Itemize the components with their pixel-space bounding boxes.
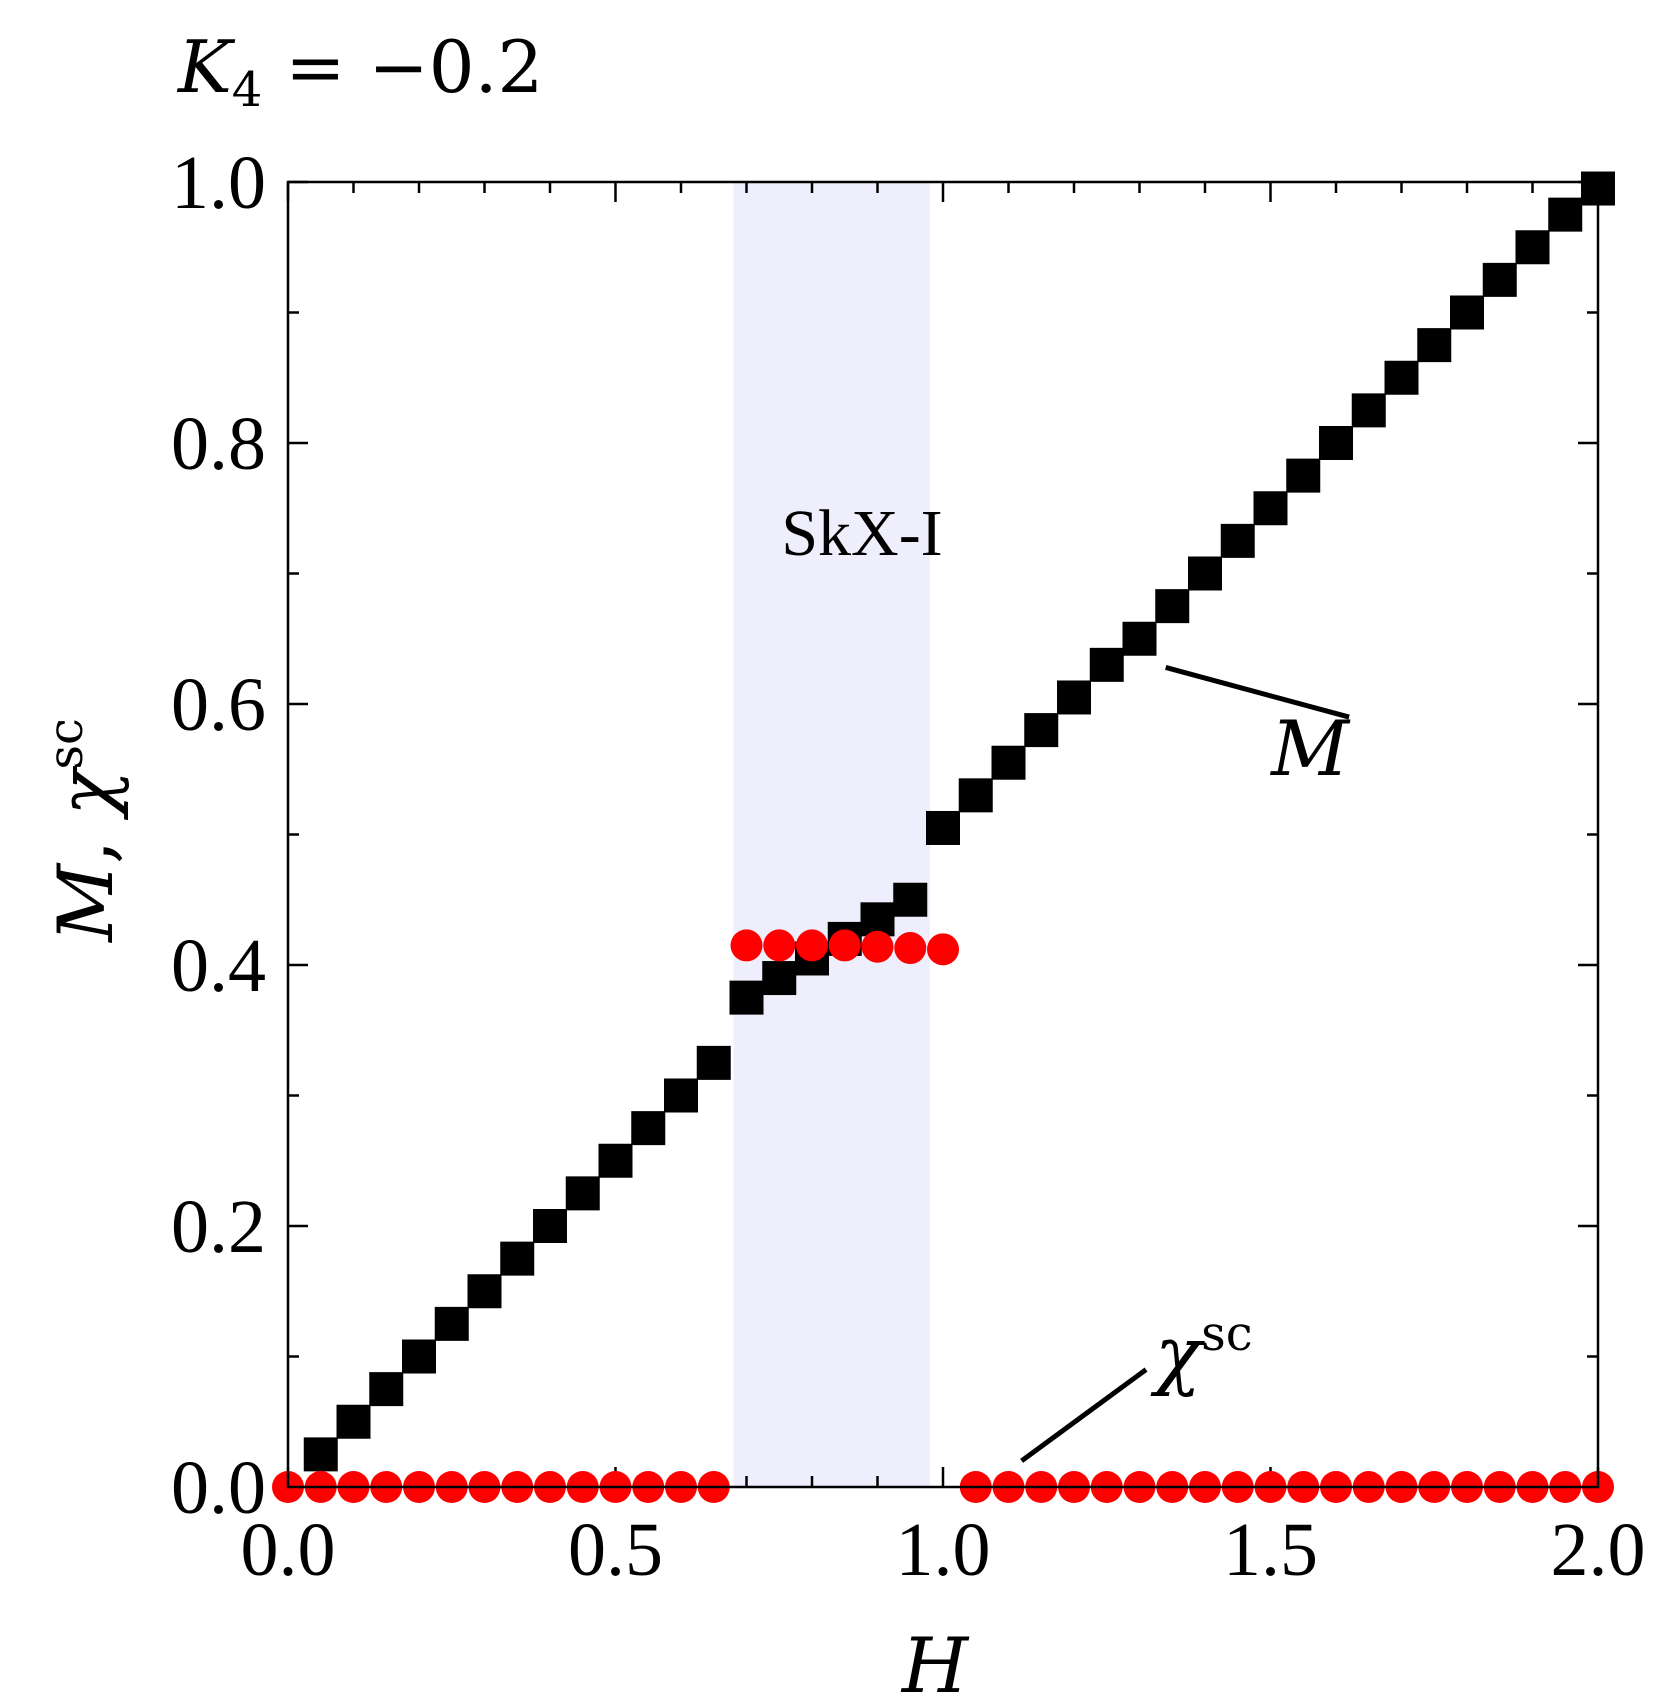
data-point-m xyxy=(1450,295,1484,330)
data-point-m xyxy=(369,1372,404,1407)
data-point-chi xyxy=(730,929,763,962)
y-label-sup: sc xyxy=(38,718,94,770)
title-value: = −0.2 xyxy=(262,25,543,109)
data-point-m xyxy=(1417,328,1452,363)
annotation-lines xyxy=(1020,665,1350,1463)
x-tick-labels: 0.0 0.5 1.0 1.5 2.0 xyxy=(241,1508,1646,1592)
data-point-m xyxy=(1089,647,1124,682)
annotation-chi-sup: sc xyxy=(1201,1306,1253,1362)
data-point-m xyxy=(1319,426,1353,460)
data-point-m xyxy=(991,745,1026,780)
data-point-m xyxy=(467,1274,502,1309)
data-point-m xyxy=(729,980,764,1015)
data-point-m xyxy=(1188,556,1222,591)
data-point-m xyxy=(1220,523,1255,558)
annotation-line-m xyxy=(1165,665,1350,720)
y-tick-label: 0.0 xyxy=(171,1446,266,1530)
data-point-m xyxy=(500,1241,535,1276)
data-point-m xyxy=(1351,393,1386,428)
data-point-chi xyxy=(894,932,927,965)
annotation-label-m: M xyxy=(1269,704,1351,793)
data-point-m xyxy=(860,902,895,937)
annotation-label-chi: χsc xyxy=(1150,1306,1253,1398)
title-symbol: K xyxy=(176,25,236,109)
data-point-m xyxy=(434,1306,469,1341)
y-axis-label: M, χsc xyxy=(38,718,130,944)
data-point-m xyxy=(402,1339,436,1374)
y-tick-label: 0.8 xyxy=(171,402,266,486)
data-point-m xyxy=(664,1078,698,1113)
data-point-m xyxy=(696,1045,731,1080)
plot-frame xyxy=(286,180,1600,1489)
data-point-chi xyxy=(861,930,894,963)
data-point-m xyxy=(1253,491,1288,526)
data-point-m xyxy=(1548,197,1583,232)
y-tick-labels: 0.0 0.2 0.4 0.6 0.8 1.0 xyxy=(171,141,266,1530)
data-point-m xyxy=(303,1437,338,1472)
data-point-m xyxy=(598,1143,633,1178)
data-point-m xyxy=(631,1111,666,1146)
data-point-m xyxy=(533,1209,567,1243)
y-tick-label: 0.2 xyxy=(171,1185,266,1269)
title-subscript: 4 xyxy=(232,62,263,118)
shaded-region-label: SkX-I xyxy=(781,497,942,570)
data-point-m xyxy=(1122,621,1157,656)
x-tick-label: 1.0 xyxy=(896,1508,991,1592)
data-point-m xyxy=(893,882,928,917)
series-m xyxy=(303,171,1615,1472)
data-point-m xyxy=(1155,589,1190,624)
series-chi xyxy=(272,929,1614,1503)
data-point-chi xyxy=(828,929,861,962)
x-tick-label: 0.0 xyxy=(241,1508,336,1592)
y-label-m: M xyxy=(41,862,130,944)
shaded-region-skx xyxy=(733,182,930,1487)
data-point-m xyxy=(1384,360,1419,395)
y-tick-label: 0.6 xyxy=(171,663,266,747)
y-tick-label: 0.4 xyxy=(171,924,266,1008)
data-point-m xyxy=(565,1176,600,1211)
x-tick-label: 1.5 xyxy=(1223,1508,1318,1592)
data-point-m xyxy=(1482,262,1517,297)
x-tick-label: 2.0 xyxy=(1551,1508,1646,1592)
annotation-line-chi xyxy=(1020,1367,1148,1463)
data-point-chi xyxy=(796,929,828,962)
data-point-chi xyxy=(927,933,959,966)
x-axis-label: H xyxy=(900,1621,970,1705)
y-label-chi: χ xyxy=(41,766,130,821)
data-point-m xyxy=(762,961,797,996)
annotation-chi-symbol: χ xyxy=(1150,1309,1205,1398)
data-point-m xyxy=(336,1404,371,1439)
data-point-m xyxy=(1286,458,1321,493)
data-point-m xyxy=(1057,680,1091,715)
y-tick-label: 1.0 xyxy=(171,141,266,225)
x-tick-label: 0.5 xyxy=(568,1508,663,1592)
y-label-comma: , xyxy=(41,816,130,864)
data-point-m xyxy=(958,778,993,813)
data-point-m xyxy=(1024,713,1059,748)
data-point-chi xyxy=(763,929,796,962)
data-point-m xyxy=(1515,230,1550,265)
figure-title: K4 = −0.2 xyxy=(176,25,543,118)
data-point-m xyxy=(926,810,960,845)
